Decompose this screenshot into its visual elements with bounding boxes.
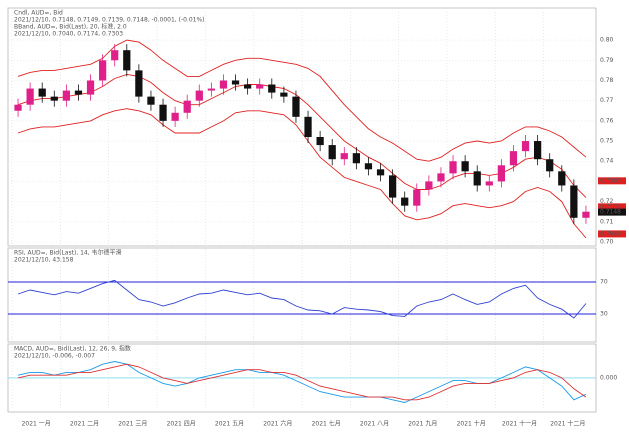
x-tick-label: 2021 八月 xyxy=(360,421,389,428)
legend-text: MACD, AUD=, Bid(Last), 12, 26, 9, 指数 xyxy=(14,345,131,353)
candle-body xyxy=(135,70,143,97)
candle-body xyxy=(14,104,22,111)
candle-body xyxy=(86,80,95,95)
legend-text: 2021/12/10, 0.7148, 0.7149, 0.7139, 0.71… xyxy=(14,17,205,24)
candle-body xyxy=(509,151,518,166)
candle-body xyxy=(316,137,324,146)
candle-body xyxy=(352,153,360,164)
x-tick-label: 2021 一月 xyxy=(22,421,51,428)
x-tick-label: 2021 七月 xyxy=(312,420,341,428)
candle-body xyxy=(364,163,373,170)
x-tick-label: 2021 二月 xyxy=(70,421,99,428)
candle-body xyxy=(328,145,336,160)
candle-body xyxy=(26,88,34,105)
y-tick-label: 0.71 xyxy=(600,218,614,225)
y-tick-label: 0.70 xyxy=(600,239,614,246)
candle-body xyxy=(473,171,481,186)
candle-body xyxy=(195,90,203,101)
candle-body xyxy=(280,92,288,97)
y-tick-label: 0.72 xyxy=(600,198,614,205)
candle-body xyxy=(292,96,300,117)
price-tag-label: 0.7148 xyxy=(600,209,621,216)
candle-body xyxy=(244,84,252,89)
candle-body xyxy=(207,88,215,91)
candle-body xyxy=(461,161,469,172)
legend-text: 2021/12/10, 0.7040, 0.7174, 0.7303 xyxy=(14,31,123,38)
candle-body xyxy=(123,50,131,71)
candle-body xyxy=(183,100,191,113)
price-tag-label: 0.7040 xyxy=(600,230,621,237)
candle-body xyxy=(99,60,107,81)
bollinger-band xyxy=(17,108,587,239)
bollinger-band xyxy=(17,39,587,162)
bollinger-band xyxy=(17,73,587,198)
candle-body xyxy=(497,165,505,182)
candle-body xyxy=(534,141,542,160)
y-tick-label: 0.80 xyxy=(600,37,614,44)
candle-body xyxy=(50,96,58,101)
candle-body xyxy=(425,181,433,190)
price-tag xyxy=(598,230,626,238)
candle-body xyxy=(521,141,530,152)
indicator-line xyxy=(17,363,587,401)
y-tick-label: 0.76 xyxy=(600,117,614,124)
candle-body xyxy=(111,50,119,61)
candle-body xyxy=(268,84,276,93)
y-tick-label: 0.74 xyxy=(600,158,614,165)
price-tag-label: 0.7174 xyxy=(600,203,621,210)
x-tick-label: 2021 十一月 xyxy=(502,420,537,428)
y-tick-label: 0.79 xyxy=(600,57,614,64)
price-tag xyxy=(598,177,626,185)
y-tick-label: 0.77 xyxy=(600,97,614,104)
candle-body xyxy=(485,181,493,186)
candle-body xyxy=(437,173,445,182)
y-tick-label: 0.000 xyxy=(600,374,617,381)
y-tick-label: 30 xyxy=(600,311,608,318)
candle-body xyxy=(401,197,409,206)
x-tick-label: 2021 九月 xyxy=(408,420,437,428)
candle-body xyxy=(171,112,179,121)
candle-body xyxy=(256,84,264,89)
candle-body xyxy=(74,90,83,95)
candle-body xyxy=(38,88,46,97)
x-tick-label: 2021 十月 xyxy=(457,420,486,428)
candle-body xyxy=(546,159,554,172)
candle-body xyxy=(340,153,348,160)
legend-text: RSI, AUD=, Bid(Last), 14, 韦尔德平滑 xyxy=(14,249,122,257)
candle-body xyxy=(389,175,397,198)
x-tick-label: 2021 六月 xyxy=(263,420,292,428)
candle-body xyxy=(62,90,70,101)
legend-text: 2021/12/10, 43.158 xyxy=(14,257,74,264)
y-tick-label: 0.78 xyxy=(600,77,614,84)
candle-body xyxy=(413,189,421,206)
candle-body xyxy=(570,185,578,218)
candle-body xyxy=(231,80,240,85)
x-tick-label: 2021 十二月 xyxy=(550,420,585,428)
x-tick-label: 2021 四月 xyxy=(167,421,196,428)
candle-body xyxy=(558,171,566,186)
candle-body xyxy=(219,80,228,89)
indicator-line xyxy=(17,279,587,319)
candle-body xyxy=(376,169,385,176)
price-tag xyxy=(598,208,626,216)
x-tick-label: 2021 五月 xyxy=(215,421,244,428)
y-tick-label: 70 xyxy=(600,279,608,286)
candle-body xyxy=(147,96,155,105)
candle-body xyxy=(304,116,312,138)
price-tag-label: 0.7303 xyxy=(600,177,621,184)
legend-text: BBand, AUD=, Bid(Last), 20, 标准, 2.0 xyxy=(14,23,127,31)
price-tag xyxy=(598,203,626,211)
legend-text: 2021/12/10, -0.006, -0.007 xyxy=(14,353,95,360)
candle-body xyxy=(159,104,167,121)
legend-text: Cndl, AUD=, Bid xyxy=(14,10,63,17)
y-tick-label: 0.75 xyxy=(600,138,614,145)
x-tick-label: 2021 三月 xyxy=(118,421,147,428)
candle-body xyxy=(449,161,457,174)
candle-body xyxy=(582,211,590,218)
